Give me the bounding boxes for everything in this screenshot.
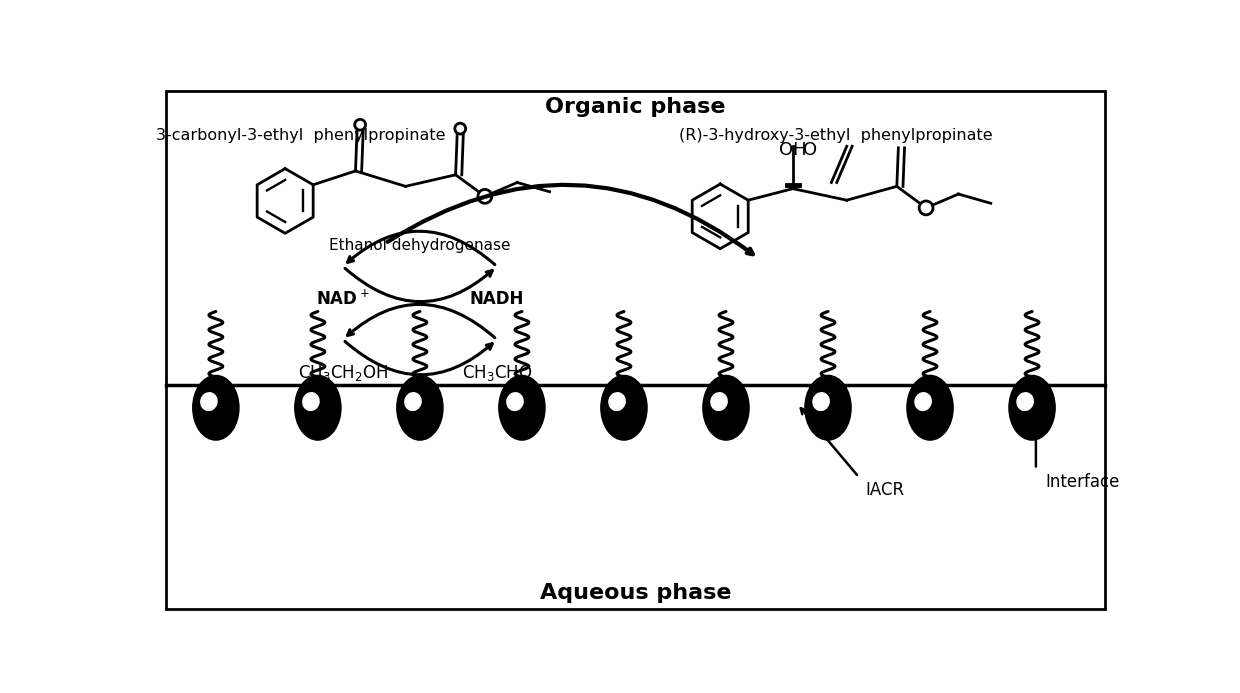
Text: NAD$^+$: NAD$^+$ <box>316 290 370 309</box>
Text: CH$_3$CH$_2$OH: CH$_3$CH$_2$OH <box>298 362 388 383</box>
Text: IACR: IACR <box>866 481 904 499</box>
Text: Aqueous phase: Aqueous phase <box>539 583 732 603</box>
Text: O: O <box>802 141 817 159</box>
Ellipse shape <box>813 393 830 410</box>
Ellipse shape <box>906 376 954 440</box>
Ellipse shape <box>498 376 546 440</box>
Ellipse shape <box>397 376 443 440</box>
Ellipse shape <box>295 376 341 440</box>
Text: (R)-3-hydroxy-3-ethyl  phenylpropinate: (R)-3-hydroxy-3-ethyl phenylpropinate <box>678 128 992 143</box>
Ellipse shape <box>192 376 239 440</box>
Ellipse shape <box>1009 376 1055 440</box>
Ellipse shape <box>404 393 422 410</box>
Text: NADH: NADH <box>470 290 525 308</box>
Text: OH: OH <box>779 141 807 159</box>
Ellipse shape <box>507 393 523 410</box>
Ellipse shape <box>477 189 492 203</box>
Ellipse shape <box>609 393 625 410</box>
Text: 3-carbonyl-3-ethyl  phenylpropinate: 3-carbonyl-3-ethyl phenylpropinate <box>156 128 445 143</box>
Ellipse shape <box>703 376 749 440</box>
Ellipse shape <box>355 119 366 130</box>
Ellipse shape <box>303 393 319 410</box>
Ellipse shape <box>201 393 217 410</box>
Text: Ethanol dehydrogenase: Ethanol dehydrogenase <box>329 238 511 252</box>
Text: Organic phase: Organic phase <box>546 97 725 117</box>
Text: CH$_3$CHO: CH$_3$CHO <box>461 362 532 383</box>
Ellipse shape <box>455 123 465 134</box>
Ellipse shape <box>1017 393 1033 410</box>
Ellipse shape <box>805 376 851 440</box>
Ellipse shape <box>601 376 647 440</box>
Ellipse shape <box>711 393 727 410</box>
Text: Interface: Interface <box>1045 473 1120 491</box>
Ellipse shape <box>919 201 932 215</box>
Ellipse shape <box>915 393 931 410</box>
